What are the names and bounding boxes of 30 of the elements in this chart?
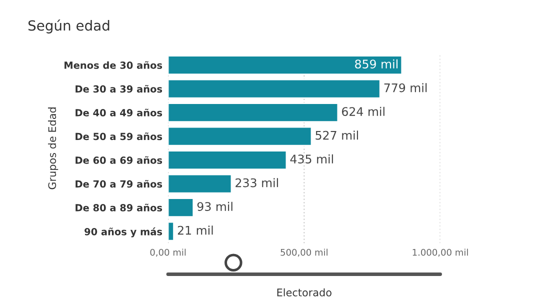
bar (168, 221, 174, 242)
data-label: 93 mil (197, 202, 232, 211)
y-tick-label: Menos de 30 años (64, 61, 162, 69)
x-tick-label: 500,00 mil (280, 248, 328, 257)
y-tick-label: De 40 a 49 años (76, 108, 162, 116)
x-tick-label: 0,00 mil (150, 248, 186, 257)
data-label: 624 mil (342, 106, 384, 116)
y-tick-label: De 30 a 39 años (76, 84, 162, 93)
data-label: 435 mil (290, 154, 333, 164)
x-axis-title: Electorado (277, 288, 332, 296)
data-label: 859 mil (355, 59, 398, 68)
y-tick-label: De 50 a 59 años (76, 132, 162, 140)
y-tick-label: 90 años y más (84, 227, 162, 238)
x-tick-label: 1.000,00 mil (412, 248, 468, 257)
y-tick-label: De 80 a 89 años (76, 204, 162, 212)
bar (168, 55, 403, 76)
bar (168, 78, 381, 99)
y-axis-title: Grupos de Edad (48, 108, 58, 190)
data-label: 21 mil (178, 226, 213, 235)
bar (168, 174, 232, 194)
data-label: 527 mil (316, 130, 358, 140)
bar (168, 198, 194, 218)
data-label: 233 mil (236, 178, 278, 188)
y-tick-label: De 70 a 79 años (76, 180, 162, 188)
chart-title: Según edad (28, 19, 110, 34)
bar (168, 150, 288, 170)
data-label: 779 mil (384, 83, 427, 92)
bar (168, 102, 339, 123)
y-tick-label: De 60 a 69 años (76, 156, 162, 164)
bar (168, 126, 312, 146)
